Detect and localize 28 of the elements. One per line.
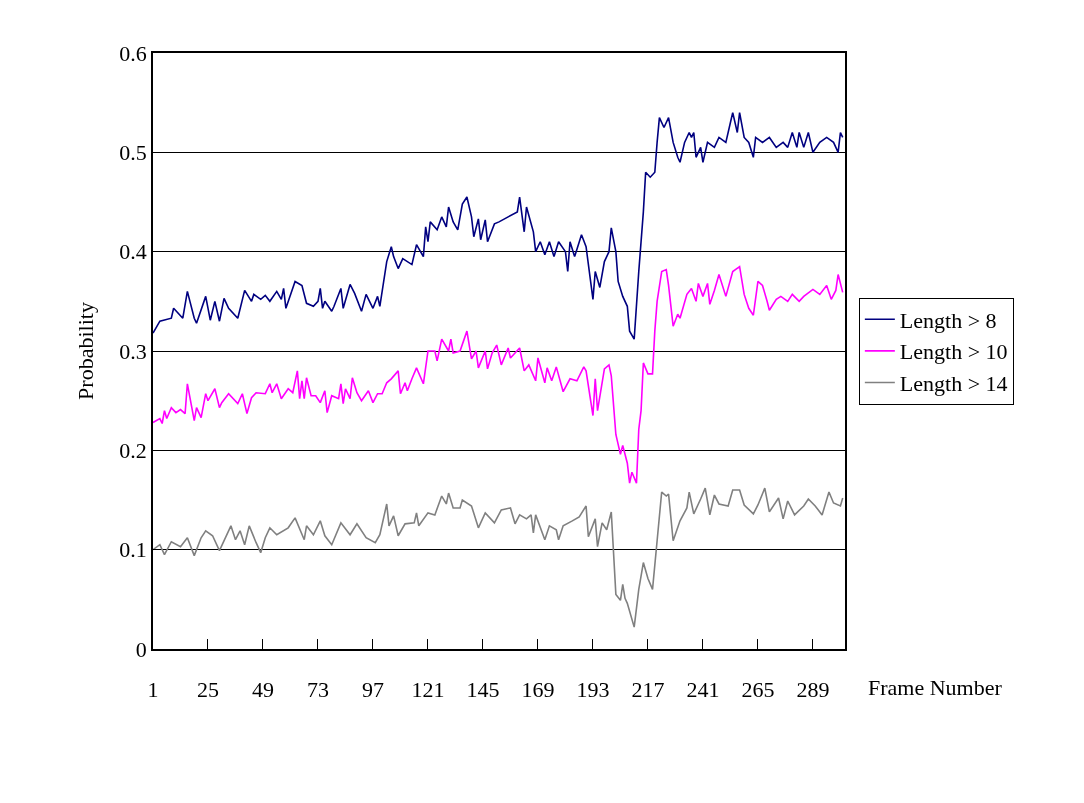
legend-label: Length > 8 — [899, 307, 997, 333]
y-tick-label: 0.1 — [119, 537, 147, 563]
x-tick-label: 25 — [196, 677, 219, 703]
y-tick-label: 0 — [135, 636, 147, 662]
y-tick-label: 0.3 — [119, 338, 147, 364]
x-tick-label: 193 — [576, 677, 610, 703]
x-tick-label: 217 — [631, 677, 665, 703]
x-tick-label: 97 — [361, 677, 384, 703]
x-tick-label: 145 — [466, 677, 500, 703]
x-axis-title: Frame Number — [868, 675, 1003, 700]
x-tick-label: 73 — [306, 677, 329, 703]
y-axis-title: Probability — [72, 302, 98, 400]
x-tick-label: 121 — [411, 677, 445, 703]
line-series — [153, 487, 844, 628]
y-tick-label: 0.5 — [119, 140, 147, 166]
y-tick-label: 0.6 — [119, 40, 147, 66]
line-series — [153, 265, 844, 484]
x-tick-label: 169 — [521, 677, 555, 703]
x-tick-label: 49 — [251, 677, 274, 703]
x-tick-label: 241 — [686, 677, 720, 703]
y-tick-label: 0.2 — [119, 438, 147, 464]
x-tick-label: 1 — [147, 677, 159, 703]
x-tick-label: 265 — [741, 677, 775, 703]
line-series — [153, 111, 844, 340]
legend-label: Length > 10 — [899, 339, 1008, 365]
legend-label: Length > 14 — [899, 371, 1008, 397]
x-tick-label: 289 — [796, 677, 830, 703]
y-tick-label: 0.4 — [119, 239, 147, 265]
